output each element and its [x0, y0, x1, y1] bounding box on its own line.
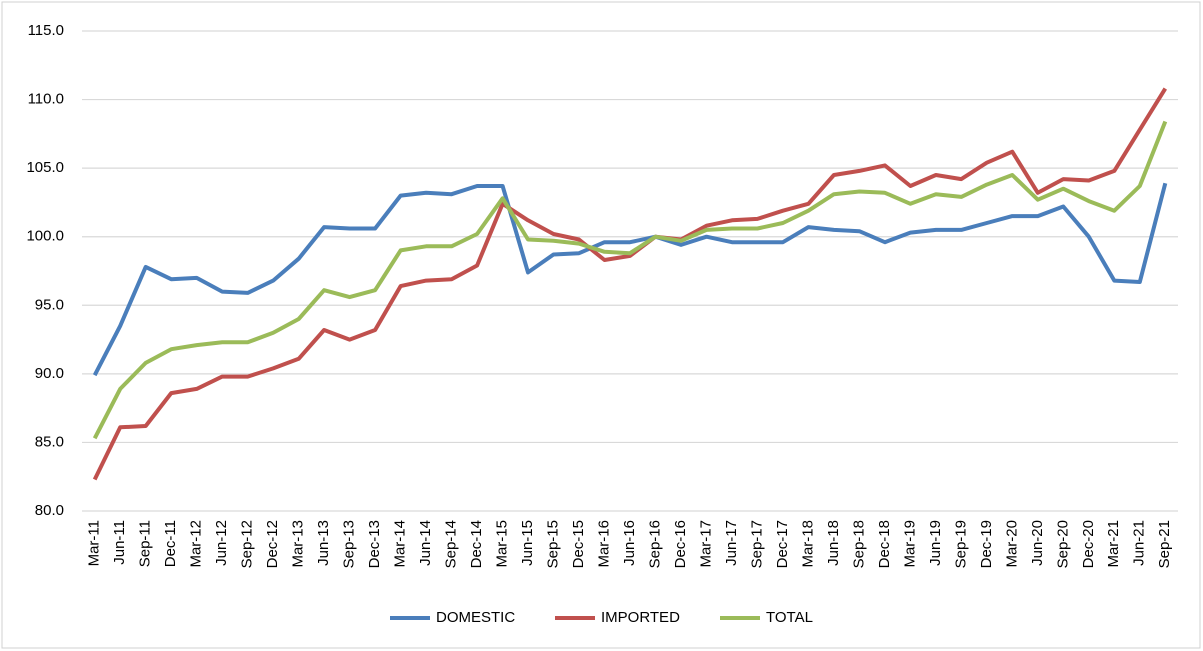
y-tick-label: 80.0 [35, 502, 64, 519]
x-tick-label: Jun-11 [111, 520, 128, 565]
x-tick-label: Sep-20 [1054, 520, 1071, 568]
y-tick-label: 115.0 [28, 22, 64, 39]
x-tick-label: Dec-13 [366, 520, 383, 568]
y-tick-label: 110.0 [28, 91, 64, 108]
y-tick-label: 95.0 [35, 296, 64, 313]
x-tick-label: Jun-15 [519, 520, 536, 566]
x-tick-label: Dec-15 [570, 520, 587, 568]
x-tick-label: Sep-12 [239, 520, 256, 568]
x-tick-label: Sep-21 [1156, 520, 1173, 568]
x-tick-label: Sep-17 [748, 520, 765, 568]
x-tick-label: Mar-18 [799, 520, 816, 568]
x-tick-label: Jun-21 [1131, 520, 1148, 566]
x-tick-label: Mar-11 [86, 520, 103, 566]
x-tick-label: Sep-13 [341, 520, 358, 568]
x-tick-label: Dec-18 [876, 520, 893, 568]
x-tick-label: Mar-15 [494, 520, 511, 568]
data-line [92, 87, 1167, 481]
x-tick-label: Mar-13 [290, 520, 307, 568]
x-tick-label: Sep-18 [850, 520, 867, 568]
x-tick-label: Jun-13 [315, 520, 332, 566]
x-tick-label: Dec-12 [264, 520, 281, 568]
x-tick-label: Dec-19 [978, 520, 995, 568]
y-tick-label: 105.0 [26, 159, 64, 176]
x-tick-label: Jun-19 [927, 520, 944, 566]
x-tick-label: Dec-20 [1080, 520, 1097, 568]
x-tick-label: Sep-16 [646, 520, 663, 568]
x-tick-label: Dec-17 [774, 520, 791, 568]
legend-label: TOTAL [766, 609, 813, 626]
x-tick-label: Mar-16 [595, 520, 612, 568]
x-tick-label: Jun-14 [417, 520, 434, 566]
x-tick-label: Jun-20 [1029, 520, 1046, 566]
x-tick-label: Mar-20 [1003, 520, 1020, 568]
x-tick-label: Sep-19 [952, 520, 969, 568]
x-tick-label: Jun-18 [825, 520, 842, 566]
x-tick-label: Mar-21 [1105, 520, 1122, 568]
x-tick-label: Jun-16 [621, 520, 638, 566]
x-tick-label: Sep-14 [443, 520, 460, 568]
x-tick-label: Jun-12 [213, 520, 230, 566]
data-line [92, 182, 1168, 377]
y-tick-label: 100.0 [26, 228, 64, 245]
x-tick-label: Dec-11 [162, 520, 179, 567]
x-tick-label: Mar-14 [392, 520, 409, 568]
legend-label: IMPORTED [601, 609, 680, 626]
x-tick-label: Dec-14 [468, 520, 485, 568]
x-tick-label: Jun-17 [723, 520, 740, 566]
x-tick-label: Sep-11 [137, 520, 154, 567]
x-tick-label: Dec-16 [672, 520, 689, 568]
x-tick-label: Mar-19 [901, 520, 918, 568]
y-tick-label: 85.0 [35, 433, 64, 450]
data-line [92, 120, 1168, 440]
legend-label: DOMESTIC [436, 609, 515, 626]
y-tick-label: 90.0 [35, 365, 64, 382]
x-tick-label: Mar-17 [697, 520, 714, 568]
x-tick-label: Mar-12 [188, 520, 205, 568]
x-tick-label: Sep-15 [545, 520, 562, 568]
